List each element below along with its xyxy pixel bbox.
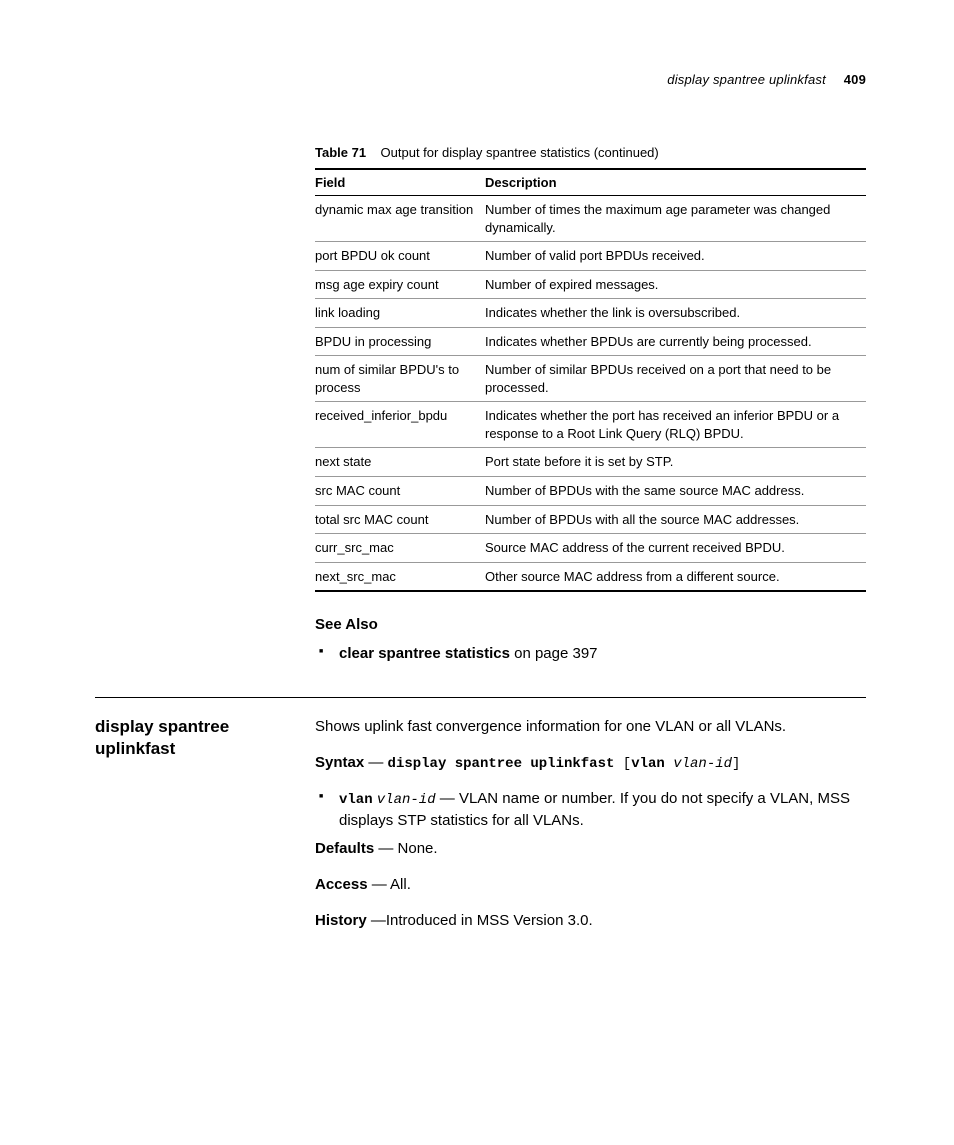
defaults-label: Defaults xyxy=(315,840,374,857)
see-also-suffix: on page 397 xyxy=(510,645,598,662)
cell-field: next_src_mac xyxy=(315,562,485,591)
running-title: display spantree uplinkfast xyxy=(667,72,826,87)
cell-description: Other source MAC address from a differen… xyxy=(485,562,866,591)
history-line: History —Introduced in MSS Version 3.0. xyxy=(315,910,866,932)
cell-field: src MAC count xyxy=(315,477,485,506)
table-row: port BPDU ok countNumber of valid port B… xyxy=(315,242,866,271)
col-field: Field xyxy=(315,169,485,196)
see-also-item: clear spantree statistics on page 397 xyxy=(315,643,866,665)
section-title: display spantree uplinkfast xyxy=(95,716,297,760)
access-line: Access — All. xyxy=(315,874,866,896)
cell-field: next state xyxy=(315,448,485,477)
syntax-label: Syntax xyxy=(315,754,364,771)
table-row: msg age expiry countNumber of expired me… xyxy=(315,270,866,299)
history-label: History xyxy=(315,912,367,929)
table-row: dynamic max age transitionNumber of time… xyxy=(315,196,866,242)
cell-field: dynamic max age transition xyxy=(315,196,485,242)
table-row: src MAC countNumber of BPDUs with the sa… xyxy=(315,477,866,506)
table-caption-text: Output for display spantree statistics (… xyxy=(381,145,659,160)
cell-description: Source MAC address of the current receiv… xyxy=(485,534,866,563)
section-divider xyxy=(95,697,866,698)
cell-field: num of similar BPDU's to process xyxy=(315,356,485,402)
cell-field: curr_src_mac xyxy=(315,534,485,563)
table-row: next statePort state before it is set by… xyxy=(315,448,866,477)
section-intro: Shows uplink fast convergence informatio… xyxy=(315,716,866,738)
table-row: received_inferior_bpduIndicates whether … xyxy=(315,402,866,448)
cell-description: Port state before it is set by STP. xyxy=(485,448,866,477)
statistics-table: Field Description dynamic max age transi… xyxy=(315,168,866,592)
cell-description: Indicates whether the port has received … xyxy=(485,402,866,448)
table-row: link loadingIndicates whether the link i… xyxy=(315,299,866,328)
table-row: total src MAC countNumber of BPDUs with … xyxy=(315,505,866,534)
cell-field: port BPDU ok count xyxy=(315,242,485,271)
access-label: Access xyxy=(315,876,368,893)
cell-description: Indicates whether BPDUs are currently be… xyxy=(485,327,866,356)
cell-description: Number of BPDUs with all the source MAC … xyxy=(485,505,866,534)
syntax-dash: — xyxy=(364,754,387,771)
history-value: —Introduced in MSS Version 3.0. xyxy=(367,912,593,929)
cell-description: Number of similar BPDUs received on a po… xyxy=(485,356,866,402)
cell-description: Number of BPDUs with the same source MAC… xyxy=(485,477,866,506)
cell-description: Number of times the maximum age paramete… xyxy=(485,196,866,242)
syntax-opt-kw: vlan xyxy=(631,756,665,772)
table-row: curr_src_macSource MAC address of the cu… xyxy=(315,534,866,563)
param-arg: vlan-id xyxy=(377,792,436,808)
cell-field: received_inferior_bpdu xyxy=(315,402,485,448)
see-also-list: clear spantree statistics on page 397 xyxy=(315,643,866,665)
param-dash: — xyxy=(436,790,459,807)
defaults-value: — None. xyxy=(374,840,437,857)
table-row: next_src_macOther source MAC address fro… xyxy=(315,562,866,591)
cell-field: link loading xyxy=(315,299,485,328)
see-also-link[interactable]: clear spantree statistics xyxy=(339,645,510,662)
syntax-bracket-open: [ xyxy=(614,756,631,772)
access-value: — All. xyxy=(368,876,411,893)
running-header: display spantree uplinkfast 409 xyxy=(95,72,866,87)
see-also-heading: See Also xyxy=(315,616,866,633)
syntax-cmd: display spantree uplinkfast xyxy=(388,756,615,772)
table-label: Table 71 xyxy=(315,145,366,160)
page-number: 409 xyxy=(844,72,866,87)
cell-description: Indicates whether the link is oversubscr… xyxy=(485,299,866,328)
cell-description: Number of expired messages. xyxy=(485,270,866,299)
table-caption: Table 71 Output for display spantree sta… xyxy=(315,145,866,160)
param-item: vlan vlan-id — VLAN name or number. If y… xyxy=(315,788,866,832)
syntax-line: Syntax — display spantree uplinkfast [vl… xyxy=(315,752,866,774)
table-row: BPDU in processingIndicates whether BPDU… xyxy=(315,327,866,356)
col-description: Description xyxy=(485,169,866,196)
cell-field: BPDU in processing xyxy=(315,327,485,356)
syntax-bracket-close: ] xyxy=(732,756,740,772)
cell-field: msg age expiry count xyxy=(315,270,485,299)
param-list: vlan vlan-id — VLAN name or number. If y… xyxy=(315,788,866,832)
cell-description: Number of valid port BPDUs received. xyxy=(485,242,866,271)
table-row: num of similar BPDU's to processNumber o… xyxy=(315,356,866,402)
param-kw: vlan xyxy=(339,792,373,808)
syntax-space xyxy=(665,756,673,772)
cell-field: total src MAC count xyxy=(315,505,485,534)
syntax-opt-arg: vlan-id xyxy=(673,756,732,772)
defaults-line: Defaults — None. xyxy=(315,838,866,860)
